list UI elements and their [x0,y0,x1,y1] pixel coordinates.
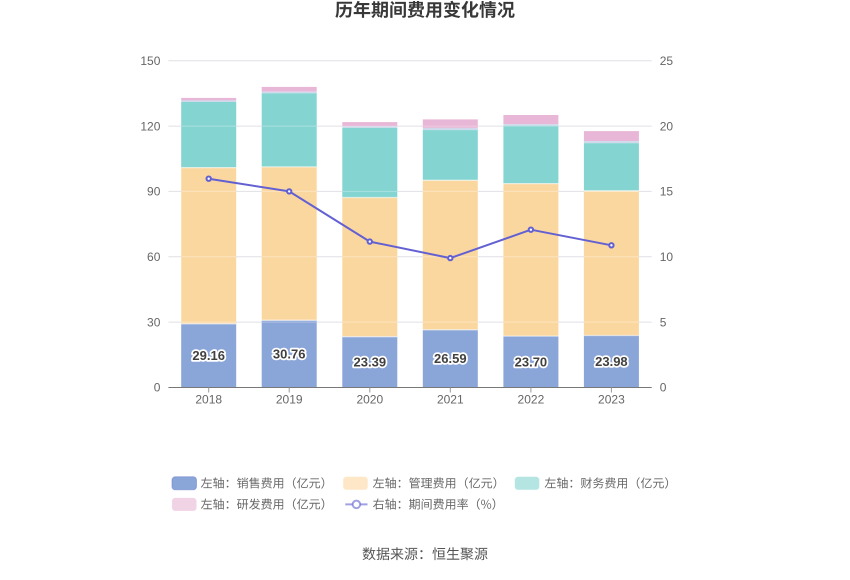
svg-text:60: 60 [147,250,161,264]
svg-text:2020: 2020 [356,393,383,407]
svg-text:5: 5 [660,315,667,329]
svg-text:2022: 2022 [518,393,545,407]
svg-text:0: 0 [660,381,667,395]
svg-text:20: 20 [660,119,674,133]
svg-text:10: 10 [660,250,674,264]
svg-text:2021: 2021 [437,393,464,407]
svg-text:2023: 2023 [598,393,625,407]
svg-text:90: 90 [147,185,161,199]
svg-text:23.39: 23.39 [354,355,387,370]
svg-text:26.59: 26.59 [434,351,467,366]
svg-text:23.70: 23.70 [515,354,548,369]
svg-text:2019: 2019 [276,393,303,407]
svg-text:150: 150 [140,54,160,68]
svg-text:2018: 2018 [195,393,222,407]
svg-text:30: 30 [147,315,161,329]
svg-text:25: 25 [660,54,674,68]
svg-text:30.76: 30.76 [273,347,306,362]
svg-text:29.16: 29.16 [192,348,225,363]
svg-text:15: 15 [660,185,674,199]
svg-text:23.98: 23.98 [595,354,628,369]
svg-text:0: 0 [154,381,161,395]
svg-text:120: 120 [140,119,160,133]
